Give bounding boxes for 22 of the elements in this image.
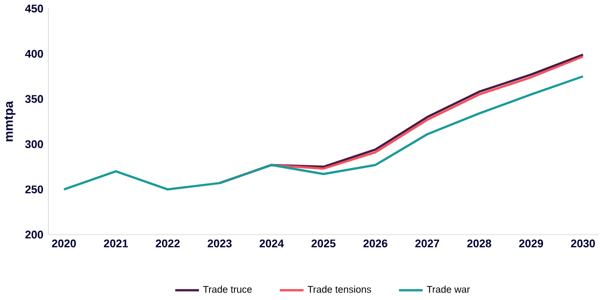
x-tick-label: 2027 — [415, 239, 440, 248]
legend-label: Trade war — [426, 285, 470, 293]
x-tick-label: 2021 — [104, 239, 128, 248]
x-tick-label: 2020 — [52, 239, 76, 248]
x-tick-label: 2028 — [467, 239, 492, 248]
legend-label: Trade truce — [203, 285, 252, 293]
x-tick-label: 2029 — [519, 239, 544, 248]
x-tick-label: 2025 — [312, 239, 336, 248]
y-axis-title: mmtpa — [4, 100, 16, 142]
x-tick-label: 2022 — [156, 239, 180, 248]
y-tick-label: 450 — [25, 4, 44, 12]
x-tick-label: 2023 — [208, 239, 232, 248]
y-tick-label: 400 — [25, 50, 44, 58]
y-tick-label: 250 — [25, 185, 44, 194]
line-series — [62, 75, 584, 190]
x-tick-label: 2030 — [571, 239, 595, 248]
legend-label: Trade tensions — [308, 285, 372, 293]
y-tick-label: 200 — [25, 230, 44, 238]
y-tick-label: 350 — [25, 94, 44, 103]
x-tick-label: 2024 — [260, 239, 284, 248]
y-tick-label: 300 — [25, 140, 44, 148]
x-tick-label: 2026 — [363, 239, 388, 248]
